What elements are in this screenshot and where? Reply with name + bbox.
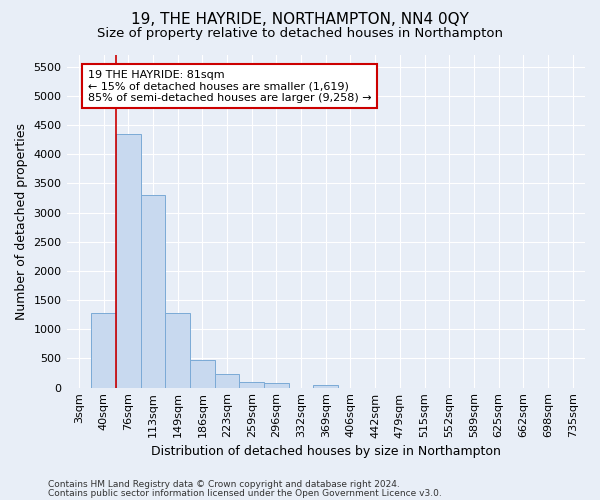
X-axis label: Distribution of detached houses by size in Northampton: Distribution of detached houses by size … (151, 444, 501, 458)
Bar (140, 195, 165, 388)
Text: 19 THE HAYRIDE: 81sqm
← 15% of detached houses are smaller (1,619)
85% of semi-d: 19 THE HAYRIDE: 81sqm ← 15% of detached … (88, 70, 371, 103)
Bar (239, 382, 264, 388)
Bar (116, 134, 140, 388)
Bar (190, 360, 215, 388)
Y-axis label: Number of detached properties: Number of detached properties (15, 123, 28, 320)
Bar (264, 383, 289, 388)
Bar (165, 313, 190, 388)
Text: Contains HM Land Registry data © Crown copyright and database right 2024.: Contains HM Land Registry data © Crown c… (48, 480, 400, 489)
Bar (91, 313, 116, 388)
Bar (313, 384, 338, 388)
Text: Contains public sector information licensed under the Open Government Licence v3: Contains public sector information licen… (48, 488, 442, 498)
Text: Size of property relative to detached houses in Northampton: Size of property relative to detached ho… (97, 28, 503, 40)
Bar (215, 374, 239, 388)
Text: 19, THE HAYRIDE, NORTHAMPTON, NN4 0QY: 19, THE HAYRIDE, NORTHAMPTON, NN4 0QY (131, 12, 469, 28)
